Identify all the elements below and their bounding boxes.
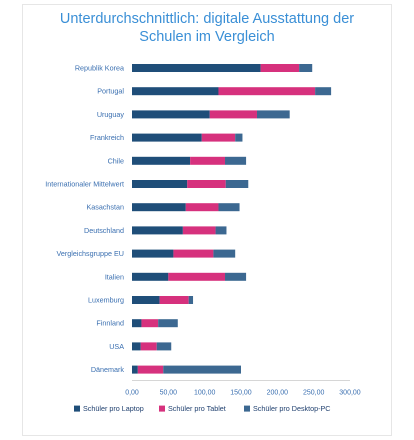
- bar-segment-3: [225, 272, 247, 281]
- bar-segment-3: [156, 342, 172, 351]
- bar-segment-1: [132, 180, 188, 188]
- bar-segment-3: [225, 180, 249, 188]
- bar-segment-2: [187, 180, 226, 188]
- bar-segment-3: [315, 87, 332, 96]
- x-tick-label: 0,00: [125, 390, 139, 397]
- category-label: Deutschland: [84, 226, 124, 235]
- bar-segment-1: [132, 226, 183, 235]
- bar-segment-3: [256, 110, 290, 119]
- x-tick-label: 250,00: [303, 390, 325, 397]
- category-label: Vergleichsgruppe EU: [56, 249, 124, 258]
- bar-segment-3: [163, 365, 241, 374]
- legend-swatch-1: [74, 405, 80, 412]
- category-label: Italien: [105, 272, 124, 281]
- bar-segment-3: [235, 133, 243, 142]
- x-tick-label: 200,00: [267, 390, 289, 397]
- bar-segment-3: [225, 156, 247, 165]
- category-label: Kasachstan: [86, 203, 124, 212]
- bar-segment-3: [158, 319, 178, 328]
- chart-title-line-2: Schulen im Vergleich: [139, 29, 275, 45]
- bar-segment-2: [182, 226, 216, 235]
- chart-frame: [22, 4, 392, 436]
- legend-label-3: Schüler pro Desktop-PC: [253, 404, 331, 413]
- chart-title: Unterdurchschnittlich: digitale Ausstatt…: [0, 10, 414, 46]
- bar-segment-1: [132, 110, 210, 119]
- bar-segment-3: [213, 249, 236, 258]
- bar-segment-2: [140, 342, 157, 351]
- bar-segment-2: [173, 249, 214, 258]
- legend-swatch-3: [244, 405, 250, 412]
- bar-segment-2: [218, 87, 316, 96]
- bar-segment-2: [209, 110, 257, 119]
- bar-segment-2: [190, 156, 226, 165]
- bar-segment-1: [132, 365, 138, 374]
- category-label: Finnland: [96, 319, 124, 328]
- bar-segment-3: [218, 203, 240, 212]
- bar-segment-1: [132, 156, 191, 165]
- category-label: Uruguay: [97, 110, 125, 119]
- legend-label-1: Schüler pro Laptop: [83, 404, 144, 413]
- category-label: USA: [109, 342, 124, 351]
- bar-segment-1: [132, 319, 142, 328]
- bar-segment-2: [141, 319, 159, 328]
- bar-segment-3: [188, 296, 194, 304]
- bar-segment-2: [159, 296, 189, 304]
- bar-segment-2: [168, 272, 226, 281]
- bar-segment-1: [132, 296, 160, 304]
- category-label: Luxemburg: [88, 296, 124, 305]
- x-tick-label: 100,00: [194, 390, 216, 397]
- category-label: Chile: [108, 156, 124, 165]
- category-label: Republik Korea: [75, 64, 124, 73]
- category-label: Internationaler Mittelwert: [45, 180, 124, 189]
- bar-segment-2: [185, 203, 219, 212]
- bar-segment-1: [132, 272, 169, 281]
- bar-segment-3: [299, 64, 313, 72]
- legend-swatch-2: [159, 405, 165, 412]
- bar-segment-3: [215, 226, 227, 235]
- bar-segment-1: [132, 203, 186, 212]
- category-label: Dänemark: [91, 365, 125, 374]
- bar-segment-1: [132, 64, 261, 72]
- category-label: Portugal: [97, 87, 124, 96]
- x-tick-label: 150,00: [230, 390, 252, 397]
- bar-segment-1: [132, 342, 141, 351]
- category-label: Frankreich: [90, 133, 124, 142]
- bar-segment-2: [260, 64, 300, 72]
- bar-segment-2: [201, 133, 236, 142]
- x-tick-label: 50,00: [160, 390, 178, 397]
- bar-segment-1: [132, 87, 219, 96]
- bar-segment-1: [132, 249, 174, 258]
- bar-segment-1: [132, 133, 202, 142]
- chart-title-line-1: Unterdurchschnittlich: digitale Ausstatt…: [59, 11, 355, 27]
- bar-segment-2: [137, 365, 164, 374]
- x-tick-label: 300,00: [339, 390, 361, 397]
- legend-label-2: Schüler pro Tablet: [168, 404, 226, 413]
